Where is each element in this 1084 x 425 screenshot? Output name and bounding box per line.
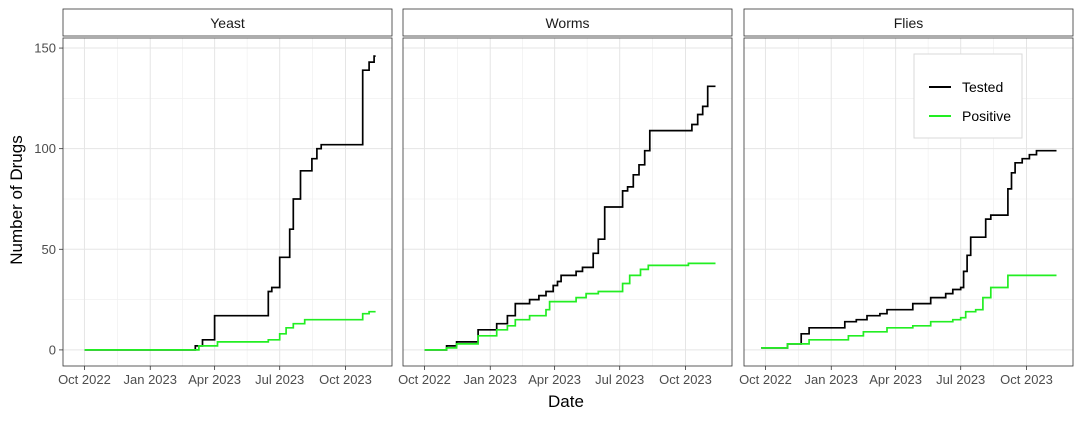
plot-background — [744, 38, 1073, 366]
legend: Tested Positive — [913, 53, 1023, 139]
series-positive-line — [424, 262, 716, 351]
panel-flies: Flies Oct 2022 Jan 2023 Apr 2023 Jul 2023 Oct… — [739, 8, 1074, 387]
x-tick-label: Jan 2023 — [464, 372, 518, 387]
y-tick-label: 50 — [42, 242, 56, 257]
plot-background — [63, 38, 392, 366]
panel-border — [62, 37, 393, 367]
x-tick-label: Oct 2023 — [1000, 372, 1053, 387]
x-tick-label: Jul 2023 — [595, 372, 644, 387]
x-tick-label: Oct 2022 — [58, 372, 111, 387]
x-axis-title: Date — [548, 392, 584, 411]
series-tested-line — [84, 55, 376, 351]
legend-tested-label: Tested — [962, 79, 1003, 95]
panels-layer: Yeast Oct 2022 Jan 2023 Apr 2023 Jul 2023 Oct… — [58, 8, 1074, 387]
x-tick-label: Oct 2023 — [659, 372, 712, 387]
gridlines — [63, 38, 392, 366]
legend-positive-label: Positive — [962, 108, 1011, 124]
plot-background — [403, 38, 732, 366]
series-tested-line — [761, 149, 1057, 349]
panel-yeast: Yeast Oct 2022 Jan 2023 Apr 2023 Jul 2023 Oct… — [58, 8, 393, 387]
strip-label: Worms — [545, 15, 589, 31]
strip-header — [62, 8, 393, 37]
x-tick-label: Oct 2022 — [739, 372, 792, 387]
y-axis: 0 50 100 150 — [34, 41, 63, 357]
y-tick-label: 100 — [34, 141, 56, 156]
series-positive-line — [761, 274, 1057, 349]
y-tick-label: 0 — [49, 342, 56, 357]
x-tick-label: Oct 2023 — [319, 372, 372, 387]
x-tick-label: Jul 2023 — [255, 372, 304, 387]
x-tick-label: Jan 2023 — [805, 372, 859, 387]
y-tick-label: 150 — [34, 41, 56, 56]
series-tested-line — [424, 85, 716, 351]
x-tick-label: Oct 2022 — [398, 372, 451, 387]
panel-worms: Worms Oct 2022 Jan 2023 Apr 2023 Jul 2023 Oct… — [398, 8, 733, 387]
strip-header — [402, 8, 733, 37]
x-tick-label: Apr 2023 — [188, 372, 241, 387]
x-tick-label: Jul 2023 — [936, 372, 985, 387]
x-tick-label: Apr 2023 — [869, 372, 922, 387]
panel-border — [743, 37, 1074, 367]
series-positive-line — [84, 310, 376, 351]
x-tick-label: Apr 2023 — [528, 372, 581, 387]
panel-border — [402, 37, 733, 367]
strip-label: Yeast — [210, 15, 245, 31]
y-axis-title: Number of Drugs — [7, 135, 26, 264]
x-tick-label: Jan 2023 — [124, 372, 178, 387]
strip-header — [743, 8, 1074, 37]
strip-label: Flies — [894, 15, 924, 31]
legend-box — [913, 53, 1023, 139]
gridlines — [403, 38, 732, 366]
